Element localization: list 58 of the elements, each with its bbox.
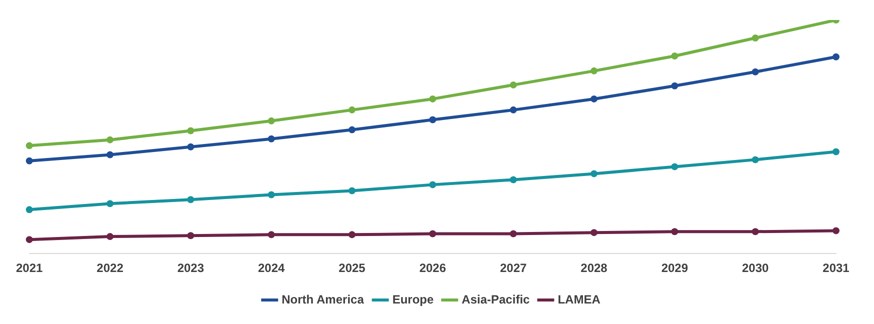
point [106,200,114,208]
point [348,231,356,238]
point [752,156,759,164]
point [752,68,759,76]
legend-label: Europe [392,292,434,306]
point [510,81,517,88]
legend-label: North America [282,292,364,306]
x-tick-label: 2026 [419,261,446,276]
point [671,52,678,60]
point [590,229,598,236]
x-tick-label: 2028 [580,261,608,276]
point [26,206,33,214]
point [590,170,598,178]
point [187,232,194,240]
point [348,187,356,194]
point [429,95,436,102]
point [26,157,33,164]
x-tick-label: 2030 [742,261,770,276]
point [268,135,275,142]
point [429,181,436,188]
point [832,53,840,60]
point [268,231,275,238]
point [268,191,275,198]
point [671,82,678,90]
point [429,116,436,124]
x-tick-label: 2027 [500,261,528,276]
point [752,228,759,236]
point [187,127,194,134]
point [590,95,598,102]
x-tick-label: 2031 [822,261,850,276]
point [26,142,33,150]
point [26,236,33,244]
point [429,230,436,238]
point [510,176,517,184]
point [510,106,517,114]
point [187,196,194,204]
point [348,106,356,114]
point [348,126,356,134]
point [268,117,275,124]
point [106,151,114,158]
x-tick-label: 2021 [16,261,44,276]
legend-label: LAMEA [558,292,601,306]
x-tick-label: 2023 [177,261,204,276]
point [832,148,840,156]
point [106,233,114,240]
point [832,227,840,234]
point [106,136,114,144]
point [671,163,678,170]
x-tick-label: 2029 [661,261,688,276]
point [671,228,678,236]
point [187,143,194,150]
x-tick-label: 2025 [338,261,366,276]
point [510,230,517,238]
legend-label: Asia-Pacific [462,292,530,306]
point [752,34,759,42]
x-tick-label: 2022 [96,261,124,276]
x-tick-label: 2024 [258,261,286,276]
point [590,67,598,74]
